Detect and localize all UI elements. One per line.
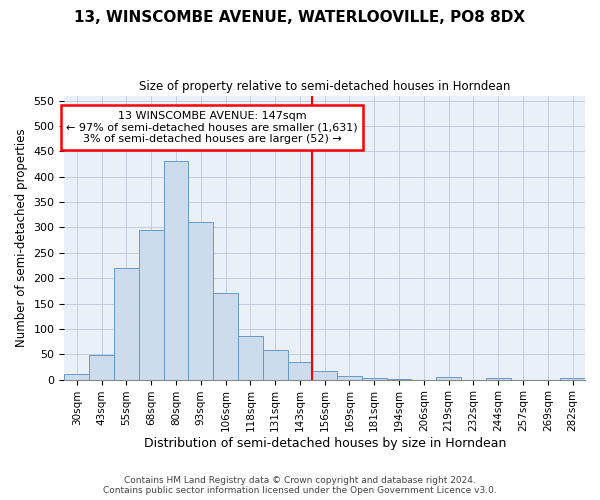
Y-axis label: Number of semi-detached properties: Number of semi-detached properties xyxy=(15,128,28,347)
Bar xyxy=(263,350,287,380)
Bar xyxy=(64,374,89,380)
Bar xyxy=(436,377,461,380)
Bar xyxy=(386,378,412,380)
Title: Size of property relative to semi-detached houses in Horndean: Size of property relative to semi-detach… xyxy=(139,80,511,93)
Bar xyxy=(114,268,139,380)
X-axis label: Distribution of semi-detached houses by size in Horndean: Distribution of semi-detached houses by … xyxy=(143,437,506,450)
Bar xyxy=(139,230,164,380)
Bar xyxy=(213,294,238,380)
Bar xyxy=(560,378,585,380)
Bar xyxy=(337,376,362,380)
Bar xyxy=(188,222,213,380)
Bar xyxy=(238,336,263,380)
Bar xyxy=(287,362,313,380)
Bar xyxy=(486,378,511,380)
Bar xyxy=(362,378,386,380)
Bar xyxy=(164,162,188,380)
Text: 13, WINSCOMBE AVENUE, WATERLOOVILLE, PO8 8DX: 13, WINSCOMBE AVENUE, WATERLOOVILLE, PO8… xyxy=(74,10,526,25)
Bar xyxy=(89,354,114,380)
Text: Contains HM Land Registry data © Crown copyright and database right 2024.
Contai: Contains HM Land Registry data © Crown c… xyxy=(103,476,497,495)
Text: 13 WINSCOMBE AVENUE: 147sqm
← 97% of semi-detached houses are smaller (1,631)
3%: 13 WINSCOMBE AVENUE: 147sqm ← 97% of sem… xyxy=(66,111,358,144)
Bar xyxy=(313,371,337,380)
